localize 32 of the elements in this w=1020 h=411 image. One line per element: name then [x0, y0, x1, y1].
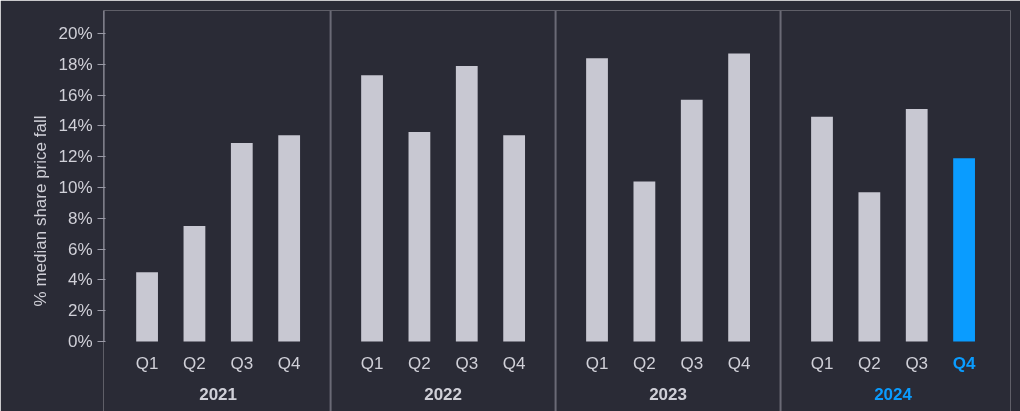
y-axis-title: % median share price fall	[31, 115, 51, 307]
x-tick-label: Q2	[183, 354, 206, 373]
x-tick-label: Q2	[858, 354, 881, 373]
x-tick-label: Q4	[502, 354, 526, 373]
x-tick-label: Q4	[277, 354, 301, 373]
x-tick-label: Q3	[905, 354, 929, 373]
text: 2022	[424, 384, 463, 404]
x-tick-label: Q2	[408, 354, 431, 373]
x-tick-label: Q2	[633, 354, 656, 373]
y-tick-label: 12%	[58, 147, 93, 167]
x-tick-label: Q1	[585, 354, 609, 373]
y-tick-label: 20%	[58, 24, 93, 44]
x-tick-label: Q1	[135, 354, 159, 373]
y-tick-label: 0%	[67, 332, 93, 351]
x-tick-label: Q1	[810, 354, 834, 373]
x-tick-label: Q4	[952, 354, 976, 373]
y-tick-label: 16%	[58, 85, 93, 105]
y-tick-label: 4%	[67, 270, 93, 290]
x-tick-label: Q3	[230, 354, 254, 373]
x-tick-label: Q1	[360, 354, 384, 373]
x-tick-label: Q4	[727, 354, 751, 373]
text: 2024	[874, 384, 913, 404]
x-tick-label: Q3	[455, 354, 479, 373]
y-tick-label: 18%	[58, 54, 93, 74]
y-tick-label: 8%	[67, 208, 93, 228]
x-tick-label: Q3	[680, 354, 704, 373]
text: 2023	[649, 384, 687, 404]
text: 2021	[199, 384, 238, 404]
y-tick-label: 6%	[67, 239, 93, 259]
y-tick-label: 2%	[67, 301, 93, 321]
y-tick-label: 10%	[58, 178, 93, 198]
y-tick-label: 14%	[58, 116, 93, 136]
